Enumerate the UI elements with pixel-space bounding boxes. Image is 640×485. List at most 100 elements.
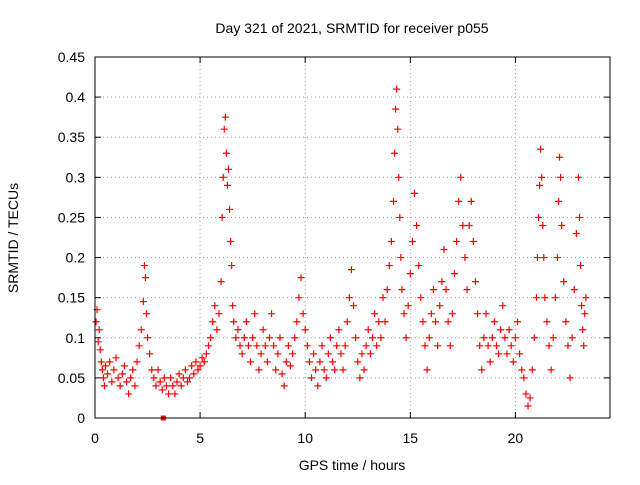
data-point (129, 366, 137, 374)
data-point (224, 165, 232, 173)
data-point (488, 334, 496, 342)
data-point (118, 370, 126, 378)
data-point (419, 318, 427, 326)
data-point (123, 378, 131, 386)
data-point (526, 394, 534, 402)
data-point (152, 382, 160, 390)
data-point (133, 358, 141, 366)
data-point (425, 334, 433, 342)
data-point (220, 125, 228, 133)
data-point (518, 366, 526, 374)
data-point (308, 374, 316, 382)
data-point (268, 310, 276, 318)
data-point (545, 342, 553, 350)
data-point (253, 342, 261, 350)
data-point (467, 197, 475, 205)
y-tick-label: 0.45 (58, 49, 85, 65)
data-point (574, 173, 582, 181)
x-axis-label: GPS time / hours (299, 457, 406, 473)
data-point (566, 374, 574, 382)
data-point (516, 350, 524, 358)
data-point (305, 358, 313, 366)
x-tick-label: 10 (297, 430, 313, 446)
data-point (293, 318, 301, 326)
data-point (538, 173, 546, 181)
data-point (240, 334, 248, 342)
data-point (160, 374, 168, 382)
data-point (581, 310, 589, 318)
data-point (299, 310, 307, 318)
data-point (230, 318, 238, 326)
data-point (135, 342, 143, 350)
data-point (541, 294, 549, 302)
data-point (139, 298, 147, 306)
data-point (333, 342, 341, 350)
data-points (92, 85, 590, 421)
data-point (509, 358, 517, 366)
data-point (196, 362, 204, 370)
data-point (528, 366, 536, 374)
data-point (356, 374, 364, 382)
data-point (537, 145, 545, 153)
data-point (522, 390, 530, 398)
data-point (578, 302, 586, 310)
data-point (215, 310, 223, 318)
data-point (484, 342, 492, 350)
y-tick-label: 0.05 (58, 370, 85, 386)
data-point (556, 153, 564, 161)
data-point (108, 378, 116, 386)
data-point (229, 302, 237, 310)
data-point (383, 286, 391, 294)
data-point (318, 342, 326, 350)
data-point (173, 378, 181, 386)
data-point (564, 342, 572, 350)
data-point (438, 278, 446, 286)
data-point (549, 334, 557, 342)
data-point (209, 318, 217, 326)
data-point (461, 254, 469, 262)
data-point (326, 334, 334, 342)
y-axis-label: SRMTID / TECUs (5, 183, 21, 293)
data-point (143, 310, 150, 318)
data-point (520, 374, 528, 382)
data-point (205, 342, 213, 350)
data-point (324, 350, 332, 358)
data-point (486, 358, 494, 366)
data-point (444, 318, 452, 326)
data-point (432, 318, 440, 326)
data-point (392, 105, 400, 113)
data-point (92, 318, 100, 326)
data-point (389, 197, 397, 205)
data-point (316, 358, 324, 366)
data-point (228, 262, 236, 270)
data-point (482, 310, 490, 318)
data-point (434, 342, 442, 350)
data-point (495, 350, 503, 358)
data-point (190, 370, 198, 378)
data-point (194, 366, 202, 374)
data-point (490, 318, 498, 326)
data-point (570, 286, 578, 294)
y-tick-label: 0.25 (58, 209, 85, 225)
data-point (404, 302, 412, 310)
data-point (558, 221, 566, 229)
data-point (320, 366, 328, 374)
data-point (211, 302, 219, 310)
data-point (251, 310, 259, 318)
data-point (572, 229, 580, 237)
data-point (375, 318, 383, 326)
grid (95, 57, 610, 418)
data-point (291, 334, 299, 342)
data-point (440, 246, 448, 254)
data-point (106, 358, 114, 366)
data-point (259, 326, 267, 334)
data-point (314, 382, 322, 390)
data-point (350, 302, 358, 310)
ticks (94, 56, 610, 419)
data-point (396, 213, 404, 221)
data-point (274, 350, 282, 358)
data-point (120, 362, 128, 370)
data-point (232, 334, 240, 342)
data-point (341, 342, 349, 350)
